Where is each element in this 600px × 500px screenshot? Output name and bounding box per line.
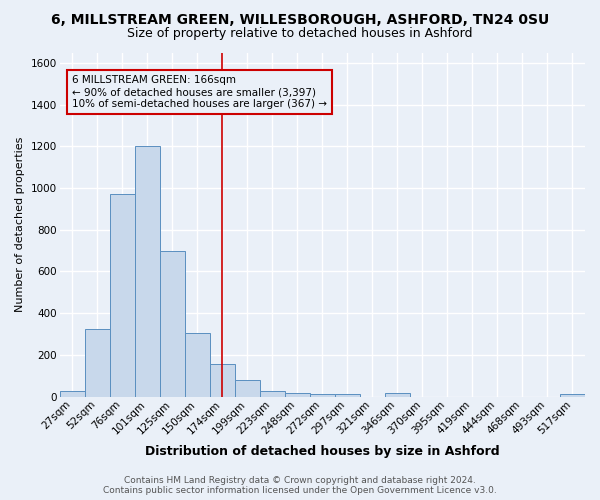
Bar: [134, 146, 160, 396]
Bar: [59, 392, 85, 396]
Bar: [235, 380, 260, 396]
Text: Contains HM Land Registry data © Crown copyright and database right 2024.
Contai: Contains HM Land Registry data © Crown c…: [103, 476, 497, 495]
Bar: [260, 392, 285, 396]
Bar: [110, 194, 134, 396]
Y-axis label: Number of detached properties: Number of detached properties: [15, 137, 25, 312]
Bar: [310, 394, 335, 396]
Bar: [210, 364, 235, 396]
Bar: [335, 394, 360, 396]
Bar: [85, 329, 110, 396]
Bar: [160, 250, 185, 396]
Bar: [560, 394, 585, 396]
Text: 6 MILLSTREAM GREEN: 166sqm
← 90% of detached houses are smaller (3,397)
10% of s: 6 MILLSTREAM GREEN: 166sqm ← 90% of deta…: [72, 76, 327, 108]
Text: 6, MILLSTREAM GREEN, WILLESBOROUGH, ASHFORD, TN24 0SU: 6, MILLSTREAM GREEN, WILLESBOROUGH, ASHF…: [51, 12, 549, 26]
X-axis label: Distribution of detached houses by size in Ashford: Distribution of detached houses by size …: [145, 444, 500, 458]
Bar: [285, 394, 310, 396]
Bar: [185, 333, 210, 396]
Text: Size of property relative to detached houses in Ashford: Size of property relative to detached ho…: [127, 28, 473, 40]
Bar: [385, 394, 410, 396]
